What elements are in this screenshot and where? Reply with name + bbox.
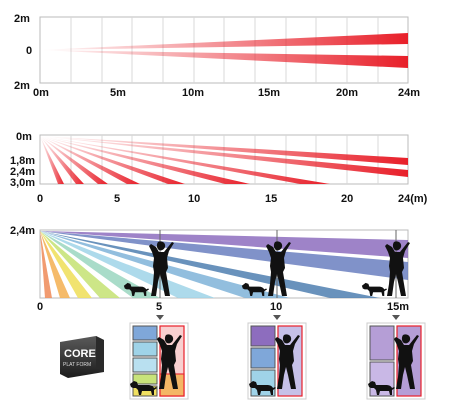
p3-x-label-10: 10 — [270, 301, 282, 313]
p1-y-label-top: 2m — [14, 13, 30, 25]
p1-x-label-5: 5m — [110, 87, 126, 99]
panel-side-view: 0m 1,8m 2,4m 3,0m 0 5 10 15 20 24(m) — [10, 131, 428, 205]
p2-x-label-15: 15 — [265, 193, 277, 205]
arrow-down-icon — [392, 315, 400, 320]
p2-y-label-24: 2,4m — [10, 166, 35, 178]
zone-detail-mid — [247, 322, 307, 400]
p3-y-label: 2,4m — [10, 225, 35, 237]
p2-x-label-10: 10 — [188, 193, 200, 205]
p2-y-label-30: 3,0m — [10, 177, 35, 189]
p1-x-label-15: 15m — [258, 87, 280, 99]
p2-y-label-18: 1,8m — [10, 155, 35, 167]
zone-beams — [40, 231, 408, 298]
p2-x-label-5: 5 — [114, 193, 120, 205]
p1-y-label-bottom: 2m — [14, 80, 30, 92]
beam-lower — [40, 50, 408, 68]
arrow-down-icon — [273, 315, 281, 320]
logo-core-text: CORE — [64, 348, 96, 360]
p3-x-label-5: 5 — [156, 301, 162, 313]
arrow-down-icon — [156, 315, 164, 320]
core-platform-logo: CORE PLAT FORM — [60, 336, 104, 378]
panel-zone-view: 2,4m 0 5 10 15m — [10, 225, 410, 320]
p2-x-label-24m: 24(m) — [398, 193, 428, 205]
panel-top-view: 2m 0 2m 0m 5m 10m 15m 20m 24m — [14, 13, 420, 99]
logo-platform-text: PLAT FORM — [63, 362, 91, 368]
side-beams — [40, 136, 408, 184]
p1-x-label-24: 24m — [398, 87, 420, 99]
beam-upper — [40, 33, 408, 50]
p2-x-label-0: 0 — [37, 193, 43, 205]
p1-x-label-10: 10m — [182, 87, 204, 99]
p3-x-label-15m: 15m — [387, 301, 409, 313]
p2-x-label-20: 20 — [341, 193, 353, 205]
p1-x-label-20: 20m — [336, 87, 358, 99]
p1-y-label-mid: 0 — [26, 45, 32, 57]
zone-detail-far — [366, 322, 426, 400]
p1-x-label-0: 0m — [33, 87, 49, 99]
p3-x-label-0: 0 — [37, 301, 43, 313]
zone-detail-near — [129, 322, 189, 400]
p2-y-label-0: 0m — [16, 131, 32, 143]
